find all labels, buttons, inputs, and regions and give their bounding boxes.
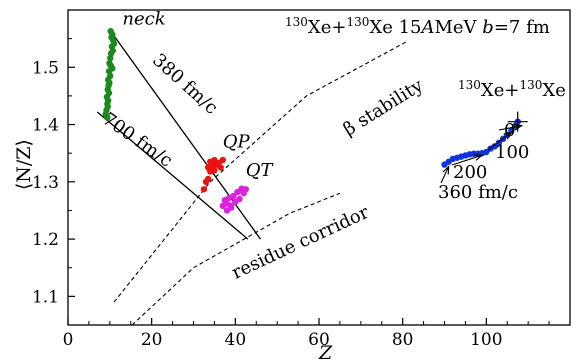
arrow-shaft xyxy=(440,166,450,184)
series-1-point xyxy=(219,156,226,164)
axis-ticks: 0 20 40 60 80 100 1.1 1.2 1.3 1.4 1.5 xyxy=(32,38,550,350)
data-points xyxy=(102,27,521,214)
label-neck: neck xyxy=(122,8,165,29)
series-0-point xyxy=(107,54,114,62)
x-axis-label: Z xyxy=(318,342,333,362)
inset-annotation: 130Xe+130Xe xyxy=(458,78,566,101)
y-tick-label: 1.3 xyxy=(32,173,59,193)
header-text-3: MeV xyxy=(434,17,482,38)
time-line-1 xyxy=(96,111,249,240)
x-tick-label: 20 xyxy=(141,330,163,350)
dashed-curve-2 xyxy=(113,41,408,303)
series-2-point xyxy=(221,196,229,204)
arrow-head xyxy=(474,154,484,161)
series-3-point xyxy=(508,127,515,134)
y-tick-label: 1.2 xyxy=(32,230,59,250)
series-3-point xyxy=(495,139,503,147)
y-tick-label: 1.5 xyxy=(32,58,59,78)
label-qp: QP xyxy=(223,131,251,152)
label-beta-stability: β stability xyxy=(340,75,428,141)
arrow-head xyxy=(442,165,450,175)
label-time-200: 200 xyxy=(453,162,487,183)
series-0-point xyxy=(104,114,111,121)
header-text-4: =7 fm xyxy=(494,17,550,38)
series-1-point xyxy=(217,164,224,171)
x-tick-label: 40 xyxy=(225,330,247,350)
series-1-point xyxy=(204,175,212,183)
inset-mass-2: 130 xyxy=(519,78,542,92)
x-tick-label: 60 xyxy=(308,330,330,350)
arrow-head xyxy=(513,123,524,131)
plot-area xyxy=(67,9,571,326)
x-tick-label: 100 xyxy=(470,330,502,350)
label-residue-corridor: residue corridor xyxy=(229,202,373,284)
plot-frame xyxy=(67,9,571,326)
reference-lines xyxy=(96,29,408,325)
arrow-head xyxy=(503,131,513,140)
inset-mass-1: 130 xyxy=(458,78,481,92)
label-qt: QT xyxy=(246,160,275,181)
arrow-shaft xyxy=(498,125,522,131)
label-time-360: 360 fm/c xyxy=(438,182,518,203)
label-time-380: 380 fm/c xyxy=(148,50,221,119)
series-2-point xyxy=(227,204,235,211)
arrow-shaft xyxy=(487,131,512,151)
y-axis-label: ⟨N/Z⟩ xyxy=(13,139,35,190)
series-1-point xyxy=(200,186,208,193)
header-text-1: Xe+ xyxy=(308,17,347,38)
header-italic-a: A xyxy=(419,17,434,38)
header-text-2: Xe 15 xyxy=(369,17,421,38)
y-tick-label: 1.1 xyxy=(32,287,59,307)
label-time-700: 700 fm/c xyxy=(99,109,177,172)
series-2-point xyxy=(242,186,249,193)
x-tick-label: 80 xyxy=(392,330,414,350)
y-tick-label: 1.4 xyxy=(32,116,59,136)
label-time-100: 100 xyxy=(495,142,529,163)
header-italic-b: b xyxy=(482,17,494,38)
x-tick-label: 0 xyxy=(63,330,74,350)
header-annotation: 130Xe+130Xe 15AMeV b=7 fm xyxy=(285,15,550,38)
header-mass-2: 130 xyxy=(346,15,369,29)
header-mass-1: 130 xyxy=(285,15,308,29)
series-2-point xyxy=(236,195,243,203)
series-2-point xyxy=(230,192,237,200)
series-1-point xyxy=(211,167,218,174)
arrow-shaft xyxy=(451,154,483,166)
inset-text-1: Xe+ xyxy=(481,80,520,101)
label-time-0: 0 xyxy=(504,120,515,141)
inset-text-2: Xe xyxy=(542,80,565,101)
time-arrows xyxy=(440,111,528,184)
